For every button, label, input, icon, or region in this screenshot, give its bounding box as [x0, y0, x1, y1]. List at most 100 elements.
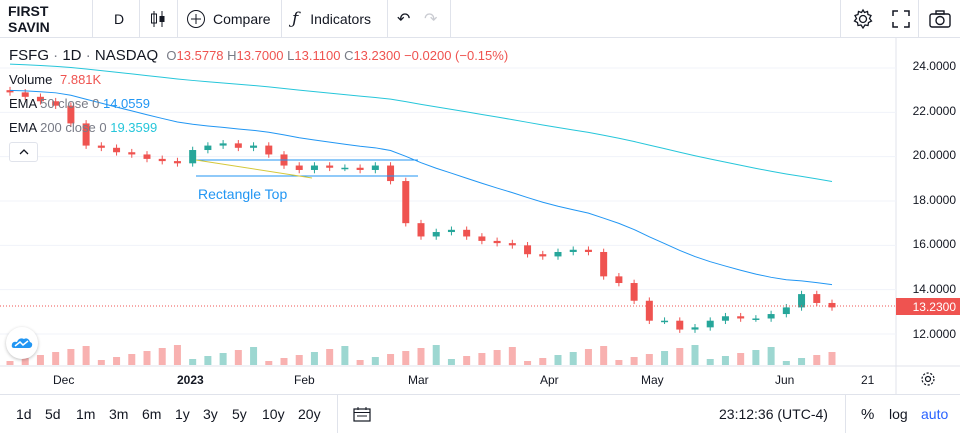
go-to-date-button[interactable]: [353, 395, 371, 433]
volume-bar: [52, 352, 60, 365]
candle-body: [554, 251, 562, 257]
price-chart[interactable]: [0, 38, 960, 394]
candle-body: [341, 167, 349, 170]
undo-icon: ↶: [397, 11, 411, 28]
candle-body: [371, 165, 379, 170]
divider: [337, 395, 338, 433]
price-tick: 18.0000: [912, 193, 956, 207]
percent-scale-toggle[interactable]: %: [861, 405, 875, 423]
candle-body: [417, 223, 425, 237]
volume-bar: [539, 358, 547, 365]
candles: [6, 86, 836, 333]
candle-body: [250, 145, 258, 148]
volume-bar: [813, 355, 821, 365]
candle-body: [21, 92, 29, 97]
divider: [387, 0, 388, 38]
volume-bar: [6, 361, 14, 365]
legend-volume[interactable]: Volume 7.881K: [9, 72, 101, 87]
interval-label: D: [114, 11, 125, 27]
rectangle-label[interactable]: Rectangle Top: [198, 186, 288, 202]
indicators-button[interactable]: ƒ Indicators: [292, 0, 371, 38]
range-5d[interactable]: 5d: [45, 406, 61, 422]
candle-body: [143, 154, 151, 159]
tradingview-logo[interactable]: [6, 327, 38, 359]
volume-bar: [265, 361, 273, 365]
gear-icon: [921, 372, 935, 386]
volume-bar: [97, 360, 105, 365]
candle-body: [813, 294, 821, 303]
axis-settings-button[interactable]: [920, 371, 936, 392]
range-1m[interactable]: 1m: [76, 406, 96, 422]
rectangle-drawing[interactable]: [195, 159, 418, 179]
range-1d[interactable]: 1d: [16, 406, 32, 422]
last-price-label: 13.2300: [912, 300, 956, 314]
volume-bar: [113, 357, 121, 365]
volume-bar: [341, 346, 349, 365]
range-6m[interactable]: 6m: [142, 406, 162, 422]
candle-body: [82, 123, 90, 146]
volume-bar: [21, 358, 29, 365]
candle-body: [234, 143, 242, 148]
ema50-value: 14.0559: [102, 96, 150, 111]
top-toolbar: FIRST SAVIN D Compare ƒ Indicators ↶ ↷: [0, 0, 960, 38]
ema200-params: 200 close 0: [40, 120, 107, 135]
range-20y[interactable]: 20y: [298, 406, 321, 422]
volume-bar: [798, 358, 806, 365]
cloud-logo-icon: [11, 338, 33, 348]
symbol-search[interactable]: FIRST SAVIN: [8, 0, 92, 38]
date-tick: Apr: [540, 373, 559, 387]
volume-bar: [630, 357, 638, 365]
divider: [177, 0, 178, 38]
range-3y[interactable]: 3y: [203, 406, 218, 422]
volume-bar: [554, 355, 562, 365]
candle-body: [782, 307, 790, 315]
fx-icon: ƒ: [292, 9, 299, 29]
candle-body: [6, 90, 14, 93]
candle-body: [706, 320, 714, 328]
collapse-legend-button[interactable]: [9, 142, 38, 162]
volume-bar: [600, 346, 608, 365]
plus-circle-icon: [187, 10, 205, 28]
candle-body: [539, 254, 547, 257]
candle-body: [645, 300, 653, 321]
candle-body: [158, 158, 166, 162]
redo-button[interactable]: ↷: [424, 0, 437, 38]
chart-type-button[interactable]: [150, 0, 166, 38]
settings-button[interactable]: [852, 0, 874, 38]
candle-body: [569, 249, 577, 252]
range-10y[interactable]: 10y: [262, 406, 285, 422]
price-tick: 12.0000: [912, 327, 956, 341]
auto-scale-toggle[interactable]: auto: [921, 406, 949, 422]
snapshot-button[interactable]: [929, 0, 951, 38]
range-3m[interactable]: 3m: [109, 406, 129, 422]
compare-button[interactable]: Compare: [186, 0, 271, 38]
legend-ema200[interactable]: EMA 200 close 0 19.3599: [9, 120, 157, 135]
volume-bar: [752, 350, 760, 365]
volume-bar: [371, 357, 379, 365]
symbol-label: FIRST SAVIN: [8, 3, 50, 35]
candle-body: [508, 243, 516, 246]
divider: [139, 0, 140, 38]
range-5y[interactable]: 5y: [232, 406, 247, 422]
log-scale-toggle[interactable]: log: [889, 406, 908, 422]
legend-exchange: NASDAQ: [94, 47, 159, 64]
volume-bar: [767, 347, 775, 365]
undo-button[interactable]: ↶: [397, 0, 410, 38]
candle-body: [676, 320, 684, 330]
chart-area[interactable]: FSFG · 1D · NASDAQ O13.5778 H13.7000 L13…: [0, 38, 960, 394]
legend-ema50[interactable]: EMA 50 close 0 14.0559: [9, 96, 150, 111]
legend-symbol: FSFG · 1D · NASDAQ O13.5778 H13.7000 L13…: [9, 47, 509, 64]
volume-bar: [158, 348, 166, 365]
volume-bar: [67, 349, 75, 365]
interval-button[interactable]: D: [114, 0, 124, 38]
volume-bar: [737, 353, 745, 365]
clock[interactable]: 23:12:36 (UTC-4): [719, 406, 828, 422]
candle-body: [767, 314, 775, 319]
range-1y[interactable]: 1y: [175, 406, 190, 422]
volume-bar: [432, 345, 440, 365]
candle-body: [189, 150, 197, 164]
candle-body: [828, 302, 836, 308]
fullscreen-button[interactable]: [892, 0, 910, 38]
candle-body: [52, 101, 60, 106]
candles-icon: [151, 11, 165, 27]
